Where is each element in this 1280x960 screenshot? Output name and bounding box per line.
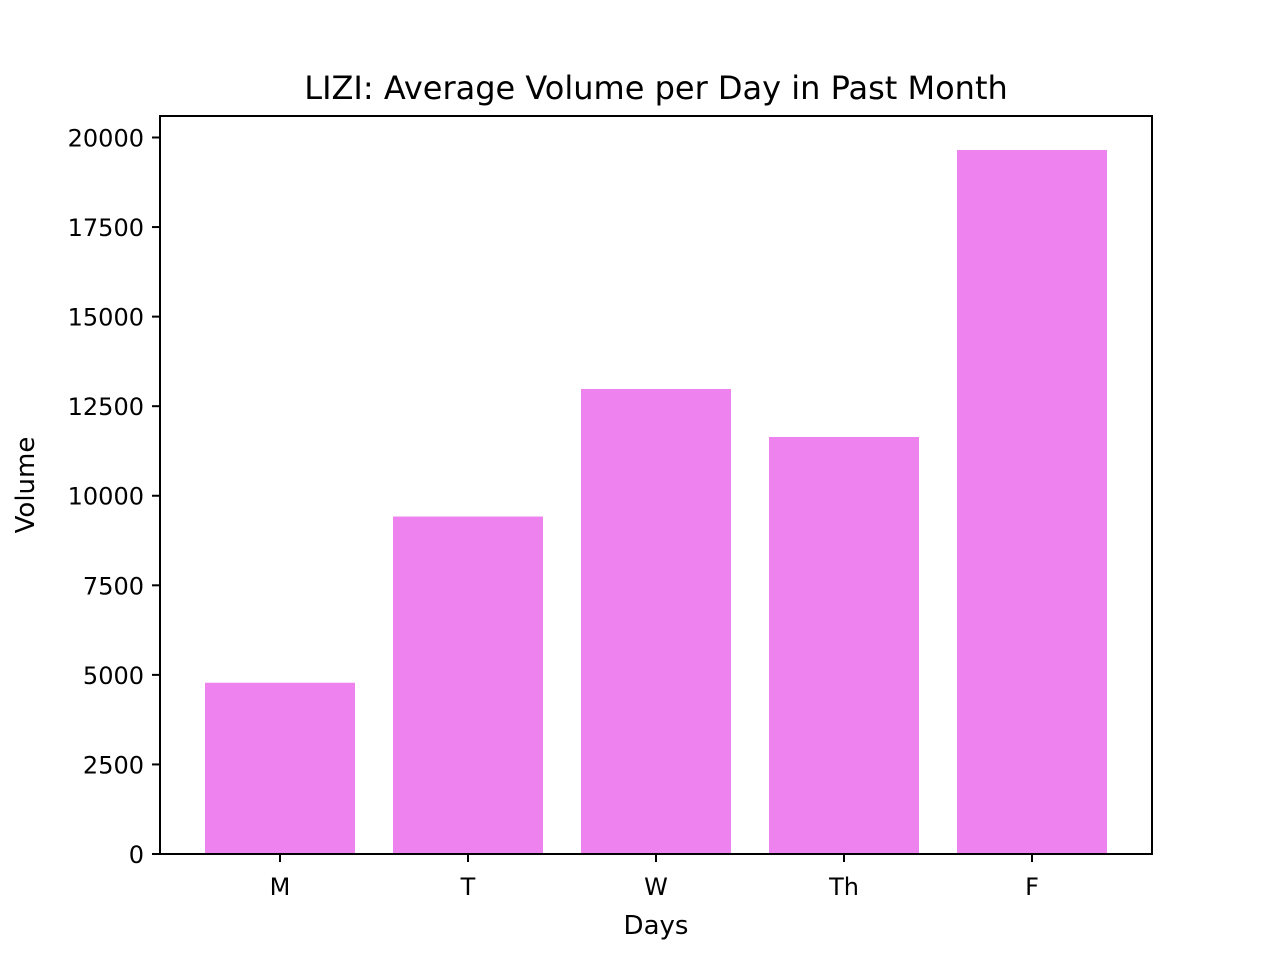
x-axis-ticks: M T W Th F: [270, 854, 1039, 901]
bar-m: [205, 682, 355, 854]
y-tick-label: 7500: [83, 572, 144, 600]
y-tick-label: 12500: [68, 393, 144, 421]
x-tick-label: F: [1025, 873, 1039, 901]
plot-frame: [159, 115, 1153, 855]
x-tick-label: T: [460, 873, 476, 901]
bar-t: [393, 516, 543, 854]
y-axis-ticks: 0 2500 5000 7500 10000 12500 15000 17500 20000: [68, 124, 160, 869]
y-tick-label: 20000: [68, 124, 144, 152]
y-tick-label: 10000: [68, 483, 144, 511]
bar-f: [957, 150, 1107, 854]
bar-th: [769, 436, 919, 854]
bars-group: [205, 150, 1107, 854]
x-tick-label: M: [270, 873, 291, 901]
y-tick-label: 17500: [68, 214, 144, 242]
chart-title: LIZI: Average Volume per Day in Past Mon…: [304, 69, 1008, 107]
y-tick-label: 15000: [68, 304, 144, 332]
x-tick-label: Th: [828, 873, 859, 901]
y-tick-label: 0: [129, 841, 144, 869]
x-axis-label: Days: [624, 911, 689, 941]
bar-w: [581, 388, 731, 854]
x-tick-label: W: [644, 873, 668, 901]
y-tick-label: 2500: [83, 751, 144, 779]
y-tick-label: 5000: [83, 662, 144, 690]
y-axis-label: Volume: [11, 437, 41, 534]
